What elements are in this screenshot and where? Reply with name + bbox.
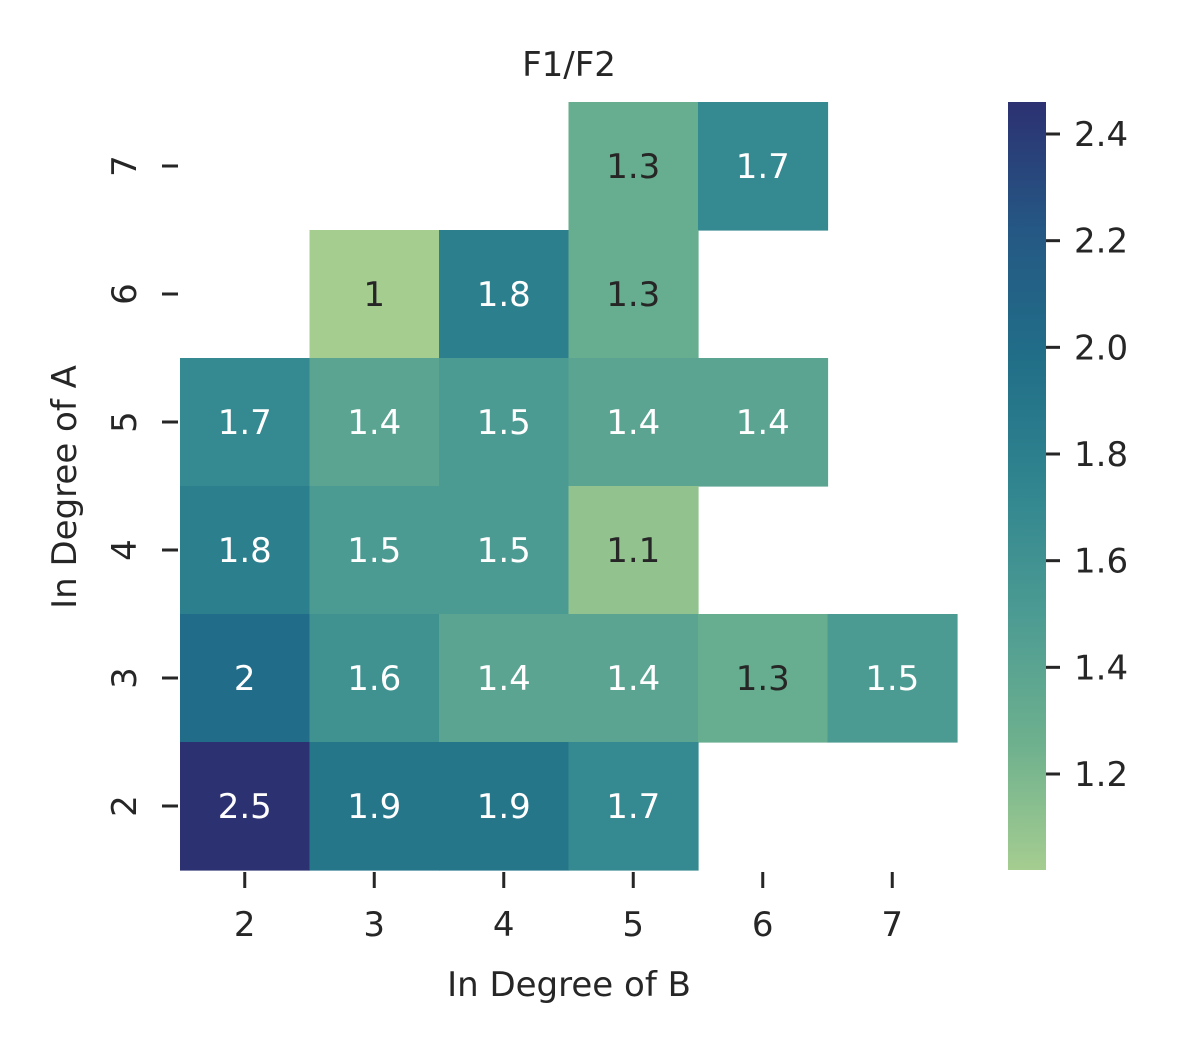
x-axis: 2 3 4 5 6 7 xyxy=(234,872,903,945)
cell-value-label: 1.5 xyxy=(477,403,531,443)
cell-value-label: 1.7 xyxy=(218,403,272,443)
heatmap-cell xyxy=(309,742,440,871)
x-tick-label: 5 xyxy=(622,905,644,945)
heatmap-cell xyxy=(568,230,699,359)
heatmap-cells xyxy=(180,102,958,871)
heatmap-cell xyxy=(698,614,829,743)
y-tick-label: 3 xyxy=(105,667,145,689)
heatmap-cell xyxy=(568,358,699,487)
x-tick-label: 6 xyxy=(752,905,774,945)
cell-value-label: 1.7 xyxy=(606,787,660,827)
heatmap-cell xyxy=(439,614,570,743)
cell-value-label: 1.6 xyxy=(347,659,401,699)
x-tick-label: 7 xyxy=(881,905,903,945)
colorbar-gradient xyxy=(1008,102,1046,870)
cell-value-label: 2.5 xyxy=(218,787,272,827)
heatmap-cell xyxy=(180,358,311,487)
heatmap-cell xyxy=(309,358,440,487)
y-tick-label: 7 xyxy=(105,155,145,177)
chart-title: F1/F2 xyxy=(522,45,616,85)
y-tick-label: 6 xyxy=(105,283,145,305)
cell-value-label: 1.8 xyxy=(218,531,272,571)
x-tick-label: 2 xyxy=(234,905,256,945)
y-tick-label: 4 xyxy=(105,539,145,561)
cell-value-label: 1.4 xyxy=(606,403,660,443)
heatmap-cell-labels: 1.3 1.7 1 1.8 1.3 1.7 1.4 1.5 1.4 1.4 1.8 1.5 1.5 1.1… xyxy=(218,147,920,827)
cell-value-label: 1.8 xyxy=(477,275,531,315)
cell-value-label: 1.4 xyxy=(477,659,531,699)
cell-value-label: 1.4 xyxy=(347,403,401,443)
y-axis: 7 6 5 4 3 2 xyxy=(105,155,178,817)
cell-value-label: 1 xyxy=(363,275,385,315)
colorbar: 1.2 1.4 1.6 1.8 2.0 2.2 2.4 xyxy=(1008,102,1128,870)
cell-value-label: 1.3 xyxy=(606,275,660,315)
cell-value-label: 1.3 xyxy=(736,659,790,699)
cell-value-label: 1.5 xyxy=(865,659,919,699)
heatmap-cell xyxy=(568,486,699,615)
cell-value-label: 1.4 xyxy=(736,403,790,443)
heatmap-cell xyxy=(439,230,570,359)
x-tick-label: 4 xyxy=(493,905,515,945)
cell-value-label: 1.7 xyxy=(736,147,790,187)
heatmap-cell xyxy=(180,742,311,871)
heatmap-cell xyxy=(827,614,958,743)
cell-value-label: 1.1 xyxy=(606,531,660,571)
heatmap-cell xyxy=(698,102,829,231)
y-tick-label: 5 xyxy=(105,411,145,433)
cell-value-label: 1.5 xyxy=(347,531,401,571)
cell-value-label: 1.9 xyxy=(477,787,531,827)
x-axis-label: In Degree of B xyxy=(447,965,691,1005)
colorbar-tick-label: 1.2 xyxy=(1074,755,1128,795)
colorbar-tick-label: 1.4 xyxy=(1074,648,1128,688)
x-tick-label: 3 xyxy=(363,905,385,945)
cell-value-label: 1.3 xyxy=(606,147,660,187)
heatmap-cell xyxy=(439,742,570,871)
colorbar-tick-label: 1.8 xyxy=(1074,435,1128,475)
heatmap-cell xyxy=(309,486,440,615)
heatmap-cell xyxy=(568,614,699,743)
cell-value-label: 2 xyxy=(234,659,256,699)
colorbar-tick-label: 2.2 xyxy=(1074,222,1128,262)
heatmap-cell xyxy=(568,102,699,231)
y-axis-label: In Degree of A xyxy=(45,365,85,609)
colorbar-tick-label: 2.0 xyxy=(1074,328,1128,368)
heatmap-cell xyxy=(309,614,440,743)
heatmap-cell xyxy=(309,230,440,359)
heatmap-cell xyxy=(439,486,570,615)
heatmap-cell xyxy=(698,358,829,487)
colorbar-tick-label: 1.6 xyxy=(1074,542,1128,582)
y-tick-label: 2 xyxy=(105,795,145,817)
heatmap-cell xyxy=(180,614,311,743)
heatmap-cell xyxy=(439,358,570,487)
heatmap-cell xyxy=(568,742,699,871)
cell-value-label: 1.5 xyxy=(477,531,531,571)
cell-value-label: 1.9 xyxy=(347,787,401,827)
cell-value-label: 1.4 xyxy=(606,659,660,699)
heatmap-cell xyxy=(180,486,311,615)
colorbar-tick-label: 2.4 xyxy=(1074,115,1128,155)
